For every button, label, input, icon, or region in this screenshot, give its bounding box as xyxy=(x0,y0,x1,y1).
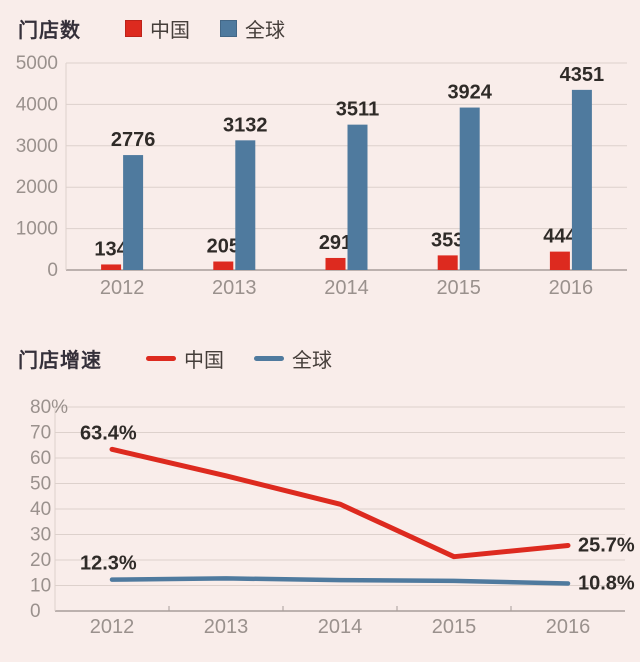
y-tick-label: 1000 xyxy=(16,219,58,240)
bar-value-label: 291 xyxy=(319,232,352,254)
y-tick-label: 80% xyxy=(30,397,68,418)
y-tick-label: 40 xyxy=(30,499,51,520)
x-tick-label: 2015 xyxy=(432,616,477,638)
legend-label-china: 中国 xyxy=(184,349,224,372)
growth-rate-section: 门店增速 中国 全球 0 10 20 30 40 50 60 70 80% 2012 2013 201… xyxy=(0,342,640,646)
annotation-label-global: 12.3% xyxy=(80,553,137,575)
bar-value-label: 205 xyxy=(207,236,240,258)
bar-value-label: 4351 xyxy=(560,64,605,86)
y-tick-label: 30 xyxy=(30,525,51,546)
x-tick-label: 2016 xyxy=(546,616,591,638)
y-tick-label: 2000 xyxy=(16,177,58,198)
china-line-swatch-icon xyxy=(146,355,176,361)
bar-value-label: 3924 xyxy=(447,82,492,104)
bar-value-label: 3511 xyxy=(336,99,379,121)
bar-global-2015 xyxy=(459,107,480,270)
annotation-label-china: 63.4% xyxy=(80,422,137,444)
annotation-label-china: 25.7% xyxy=(578,534,635,556)
legend-item-china: 中国 xyxy=(146,344,224,373)
bar-value-label: 2776 xyxy=(111,129,156,151)
y-tick-label: 10 xyxy=(30,576,51,597)
legend-item-china: 中国 xyxy=(125,14,190,43)
y-tick-label: 20 xyxy=(30,550,51,571)
x-tick-label: 2016 xyxy=(549,277,594,296)
store-count-bar-chart: 0 1000 2000 3000 4000 5000 2012 2013 2014 2015 201… xyxy=(16,53,627,296)
growth-rate-title: 门店增速 xyxy=(18,349,102,372)
china-square-swatch-icon xyxy=(125,19,142,37)
global-square-swatch-icon xyxy=(220,19,237,37)
bar-china-2016 xyxy=(549,251,570,270)
x-tick-label: 2014 xyxy=(324,277,369,296)
legend-label-global: 全球 xyxy=(292,349,332,372)
store-count-header: 门店数 中国 全球 xyxy=(0,0,640,44)
bar-global-2013 xyxy=(235,140,256,270)
bar-global-2014 xyxy=(347,124,368,271)
annotation-label-global: 10.8% xyxy=(578,572,635,594)
y-tick-label: 0 xyxy=(30,601,41,622)
y-tick-label: 3000 xyxy=(16,136,58,157)
global-line-swatch-icon xyxy=(254,355,284,361)
y-tick-label: 0 xyxy=(47,260,58,281)
store-count-title: 门店数 xyxy=(18,19,81,42)
x-tick-label: 2014 xyxy=(318,616,363,638)
legend-label-china: 中国 xyxy=(150,19,190,42)
trend-line-china xyxy=(109,446,571,560)
bar-china-2013 xyxy=(213,261,234,270)
x-tick-label: 2013 xyxy=(212,277,257,296)
growth-rate-line-chart: 0 10 20 30 40 50 60 70 80% 2012 2013 2014 2015 2016 63… xyxy=(30,397,635,638)
bar-china-2014 xyxy=(325,257,346,270)
bar-value-label: 3132 xyxy=(223,114,268,136)
store-count-section: 门店数 中国 全球 0 1000 2000 3000 4000 5000 2012 2013 2… xyxy=(0,0,640,296)
x-tick-label: 2013 xyxy=(204,616,249,638)
x-tick-label: 2012 xyxy=(100,277,145,296)
bar-china-2015 xyxy=(437,255,458,270)
y-tick-label: 50 xyxy=(30,474,51,495)
bar-value-label: 444 xyxy=(543,226,577,248)
legend-item-global: 全球 xyxy=(254,344,332,373)
trend-line-global xyxy=(109,576,571,586)
y-tick-label: 70 xyxy=(30,423,51,444)
bar-value-label: 353 xyxy=(431,229,464,251)
x-tick-label: 2012 xyxy=(90,616,135,638)
x-tick-label: 2015 xyxy=(436,277,481,296)
legend-label-global: 全球 xyxy=(245,19,285,42)
bar-global-2016 xyxy=(571,89,592,271)
y-tick-label: 5000 xyxy=(16,53,58,74)
y-tick-label: 4000 xyxy=(16,94,58,115)
y-tick-label: 60 xyxy=(30,448,51,469)
growth-rate-header: 门店增速 中国 全球 xyxy=(0,342,640,374)
bar-value-label: 134 xyxy=(94,238,128,260)
legend-item-global: 全球 xyxy=(220,14,285,43)
bar-global-2012 xyxy=(123,155,144,270)
bar-china-2012 xyxy=(101,264,122,270)
